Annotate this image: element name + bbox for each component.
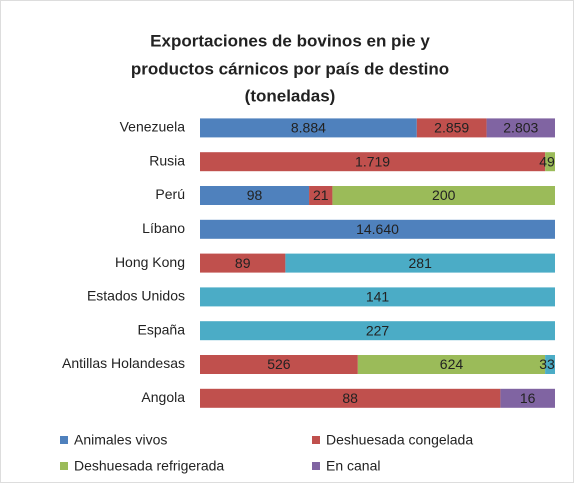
data-label: 281: [409, 255, 433, 271]
chart-title: Exportaciones de bovinos en pie y: [150, 31, 430, 50]
data-label: 200: [432, 187, 456, 203]
data-label: 141: [366, 289, 390, 305]
bar-segment: [285, 253, 555, 273]
bar-segment: [200, 388, 501, 408]
data-label: 33: [539, 356, 555, 372]
bar-segment: [545, 355, 555, 374]
legend-swatch: [60, 462, 68, 470]
bar-segment: [416, 118, 487, 138]
bar-segment: [200, 118, 417, 138]
bar-segment: [545, 152, 555, 172]
legend-label: En canal: [326, 458, 380, 474]
data-label: 624: [440, 356, 464, 372]
data-label: 14.640: [356, 221, 399, 237]
y-tick-label: Estados Unidos: [87, 288, 185, 304]
y-tick-label: España: [138, 321, 186, 337]
bar-segment: [200, 355, 358, 374]
bar-segment: [200, 219, 555, 239]
data-label: 526: [267, 356, 291, 372]
data-label: 2.803: [503, 120, 538, 136]
bar-segment: [500, 388, 555, 408]
y-tick-label: Venezuela: [120, 119, 186, 135]
bar-segment: [200, 287, 555, 307]
data-label: 89: [235, 255, 251, 271]
legend-swatch: [60, 436, 68, 444]
data-label: 98: [247, 187, 263, 203]
y-tick-label: Perú: [155, 186, 185, 202]
legend-swatch: [312, 462, 320, 470]
bar-segment: [332, 186, 555, 205]
y-tick-label: Antillas Holandesas: [62, 355, 185, 371]
legend-label: Deshuesada refrigerada: [74, 458, 224, 474]
bar-segment: [357, 355, 546, 374]
data-label: 21: [313, 187, 329, 203]
y-tick-label: Rusia: [149, 152, 185, 168]
data-label: 1.719: [355, 153, 390, 169]
data-label: 8.884: [291, 120, 326, 136]
y-tick-label: Hong Kong: [115, 254, 185, 270]
y-tick-label: Líbano: [142, 220, 185, 236]
legend-label: Deshuesada congelada: [326, 432, 473, 448]
chart-title: productos cárnicos por país de destino: [131, 59, 449, 78]
bar-segment: [309, 186, 333, 205]
bar-segment: [200, 152, 546, 172]
bar-segment: [200, 253, 286, 273]
data-label: 88: [342, 390, 358, 406]
legend-swatch: [312, 436, 320, 444]
data-label: 16: [520, 390, 536, 406]
data-label: 2.859: [434, 120, 469, 136]
bar-segment: [200, 321, 555, 341]
y-tick-label: Angola: [141, 389, 185, 405]
data-label: 49: [539, 153, 555, 169]
bar-segment: [200, 186, 310, 205]
chart-title: (toneladas): [245, 86, 336, 105]
legend-label: Animales vivos: [74, 432, 167, 448]
bar-segment: [486, 118, 555, 138]
data-label: 227: [366, 322, 390, 338]
